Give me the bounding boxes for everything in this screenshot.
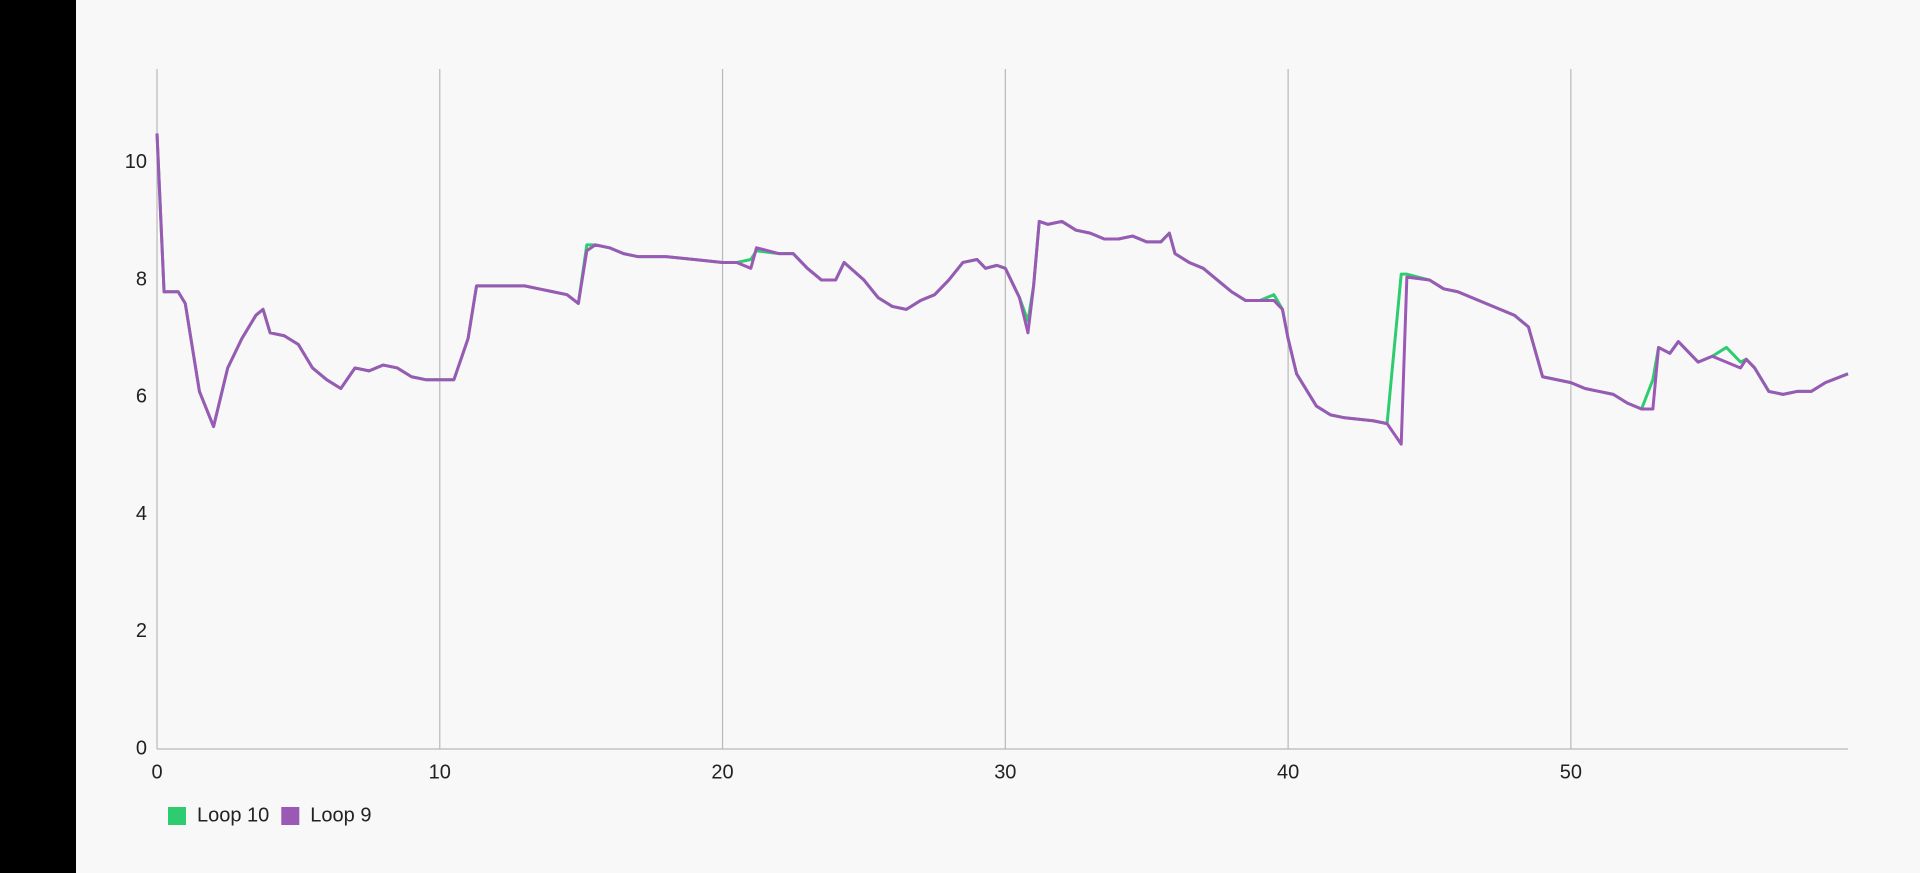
y-tick-label: 4	[136, 503, 147, 525]
y-tick-label: 6	[136, 386, 147, 408]
x-tick-label: 20	[711, 761, 733, 783]
x-tick-label: 10	[429, 761, 451, 783]
y-tick-label: 2	[136, 620, 147, 642]
series-line	[155, 133, 1849, 446]
legend-label: Loop 10	[197, 804, 269, 826]
x-tick-label: 0	[151, 761, 162, 783]
y-tick-label: 0	[136, 737, 147, 759]
legend-label: Loop 9	[310, 804, 371, 826]
legend-swatch	[281, 807, 300, 825]
x-tick-label: 40	[1277, 761, 1299, 783]
y-tick-label: 8	[136, 268, 147, 290]
legend-swatch	[168, 807, 186, 825]
x-tick-label: 30	[994, 761, 1016, 783]
side-bar	[0, 0, 76, 873]
y-tick-label: 10	[125, 151, 147, 173]
series-line	[155, 133, 1849, 429]
x-tick-label: 50	[1560, 761, 1582, 783]
